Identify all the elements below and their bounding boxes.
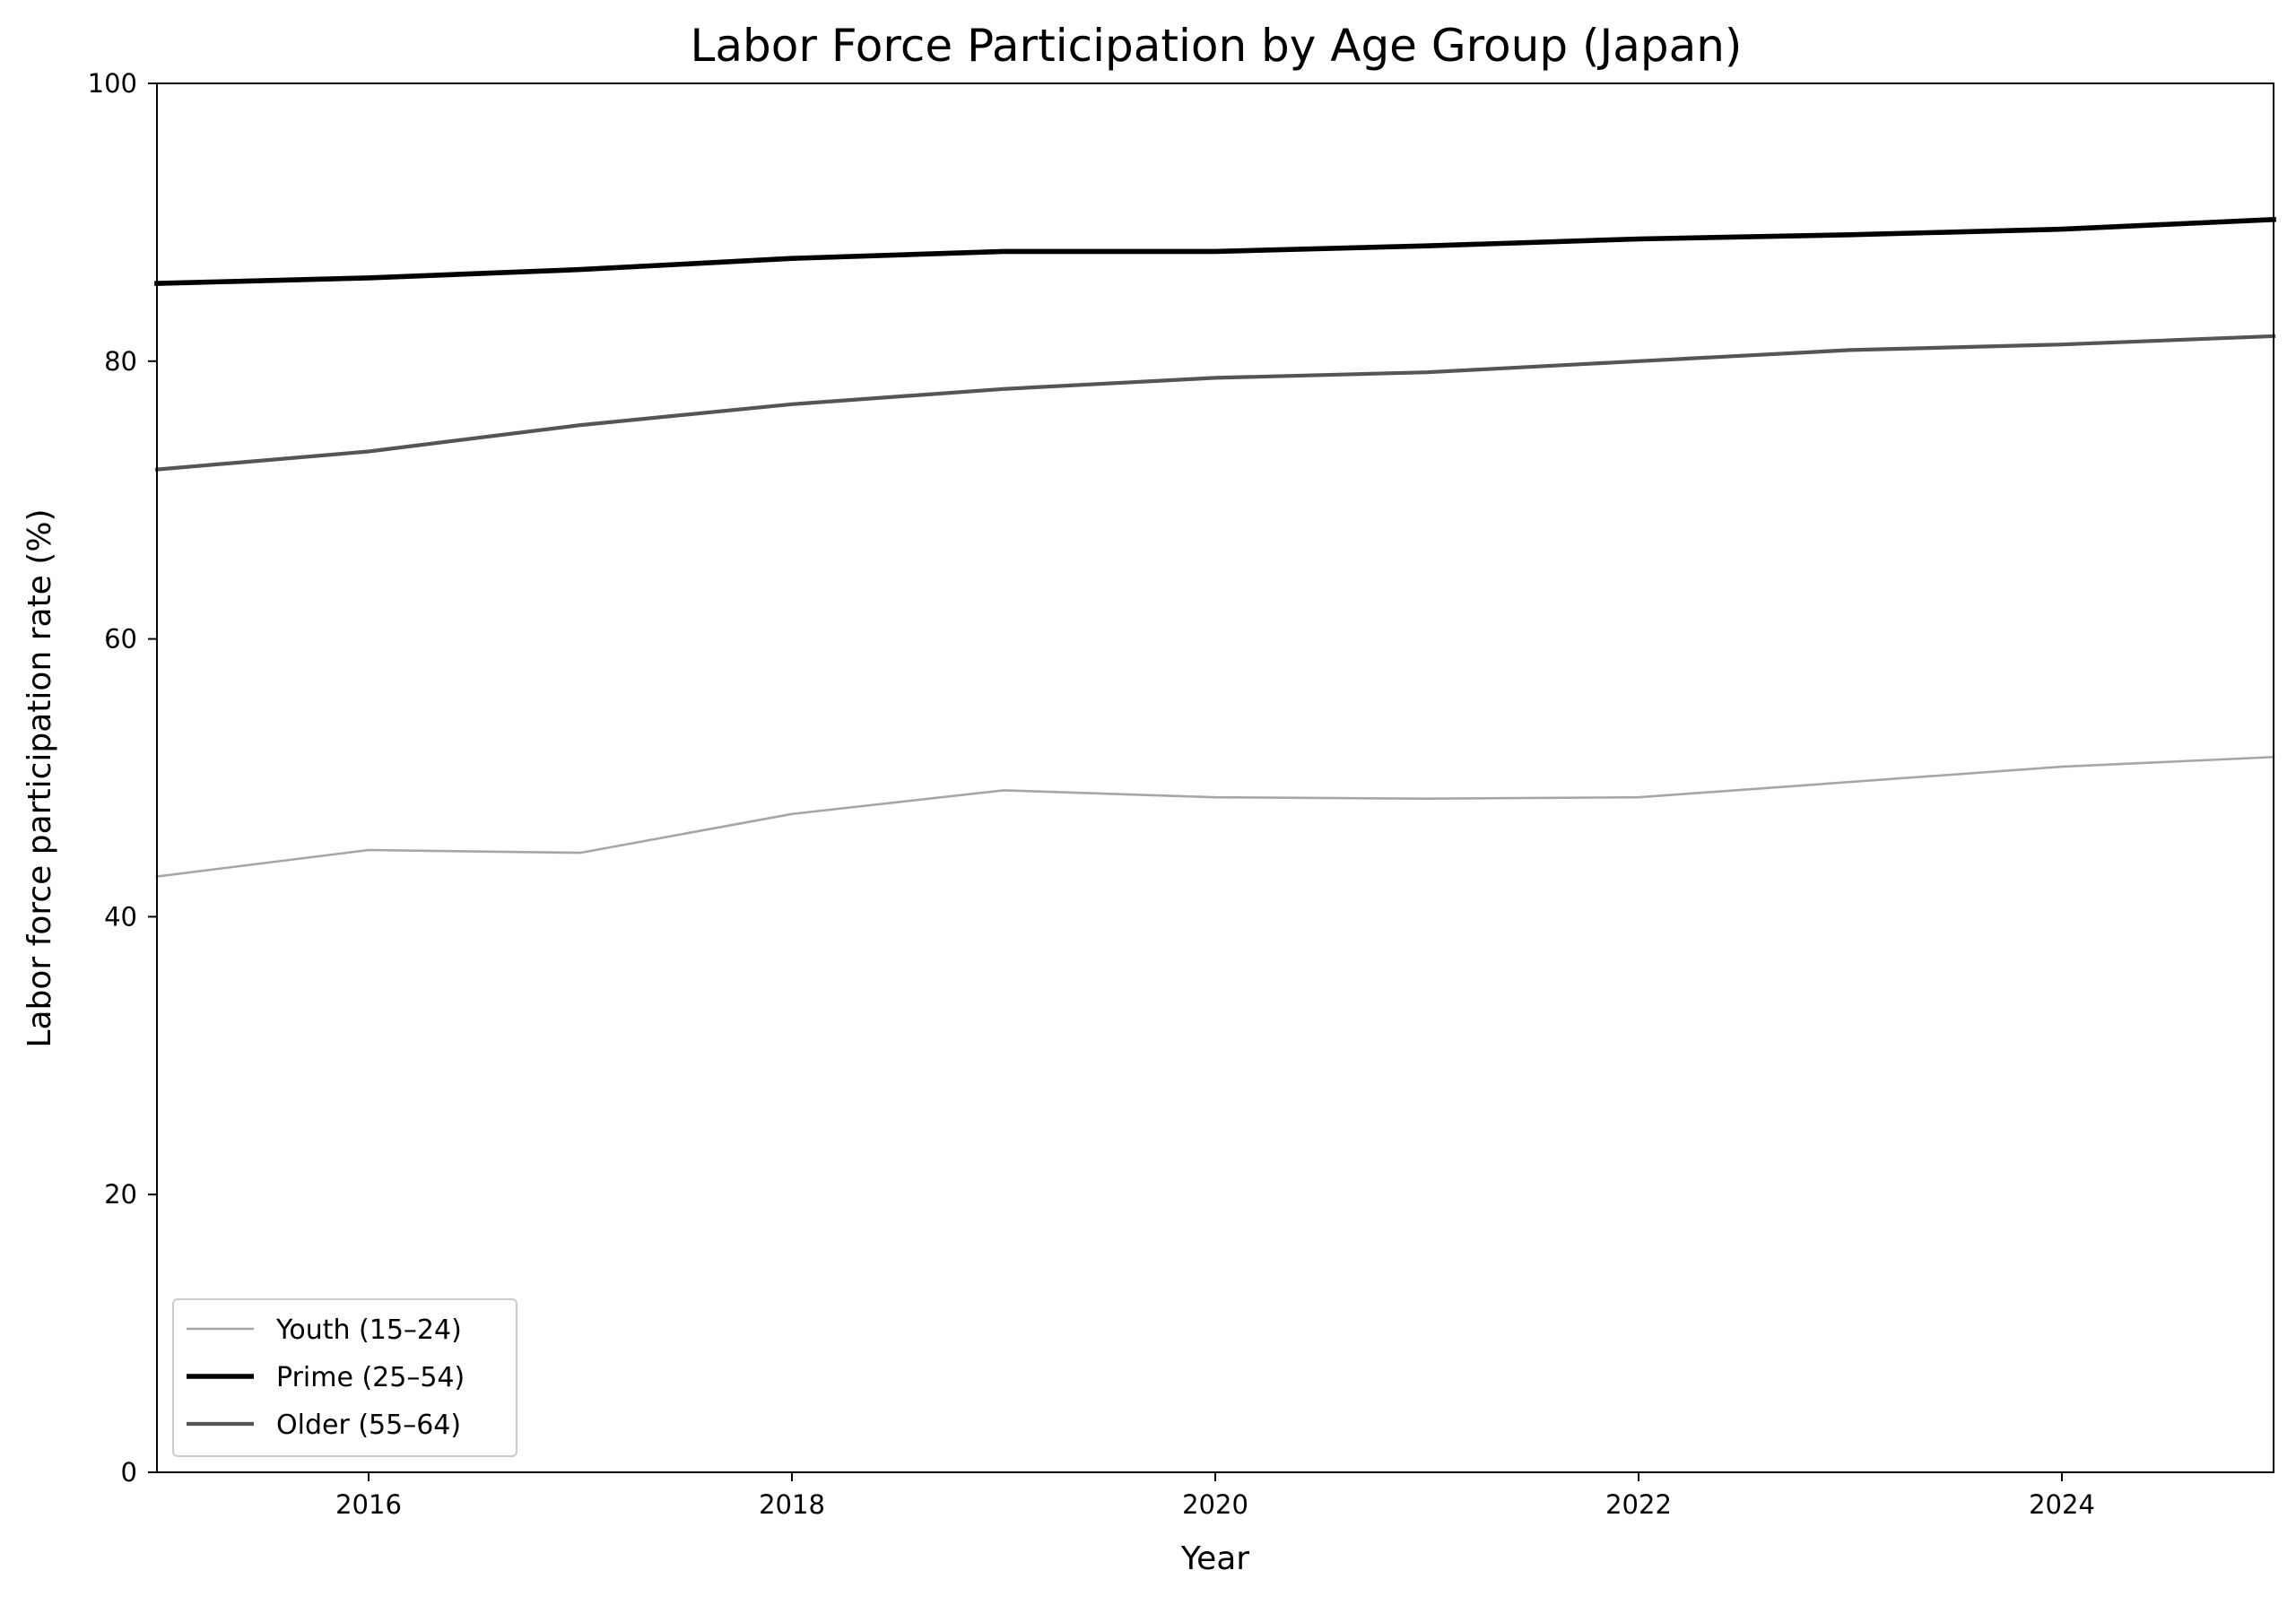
x-tick-label: 2018 xyxy=(759,1489,825,1520)
series-line-0 xyxy=(155,755,2275,878)
y-tick-label: 100 xyxy=(88,68,137,99)
y-tick-label: 80 xyxy=(104,346,137,377)
x-tick-label: 2024 xyxy=(2029,1489,2095,1520)
y-axis-label: Labor force participation rate (%) xyxy=(22,508,58,1047)
series-line-2 xyxy=(154,334,2276,472)
x-tick-label: 2016 xyxy=(335,1489,402,1520)
x-tick-label: 2020 xyxy=(1182,1489,1248,1520)
y-tick-label: 60 xyxy=(104,624,137,655)
y-tick-label: 0 xyxy=(121,1457,137,1488)
legend: Youth (15–24) Prime (25–54) Older (55–64) xyxy=(172,1298,517,1457)
legend-label-0: Youth (15–24) xyxy=(275,1314,462,1346)
plot-frame xyxy=(156,82,2274,1473)
x-axis-ticks: 2016 2018 2020 2022 2024 xyxy=(335,1472,2095,1520)
legend-box xyxy=(172,1298,517,1457)
legend-items: Youth (15–24) Prime (25–54) Older (55–64) xyxy=(187,1314,465,1441)
y-tick-label: 40 xyxy=(104,901,137,932)
legend-label-2: Older (55–64) xyxy=(276,1410,461,1441)
y-axis-ticks: 0 20 40 60 80 100 xyxy=(88,68,157,1488)
plot-lines xyxy=(154,216,2276,878)
legend-label-1: Prime (25–54) xyxy=(276,1362,465,1393)
y-tick-label: 20 xyxy=(104,1179,137,1210)
series-line-1 xyxy=(154,216,2276,286)
chart-title: Labor Force Participation by Age Group (… xyxy=(691,20,1743,72)
x-axis-label: Year xyxy=(1180,1540,1249,1577)
x-tick-label: 2022 xyxy=(1605,1489,1672,1520)
